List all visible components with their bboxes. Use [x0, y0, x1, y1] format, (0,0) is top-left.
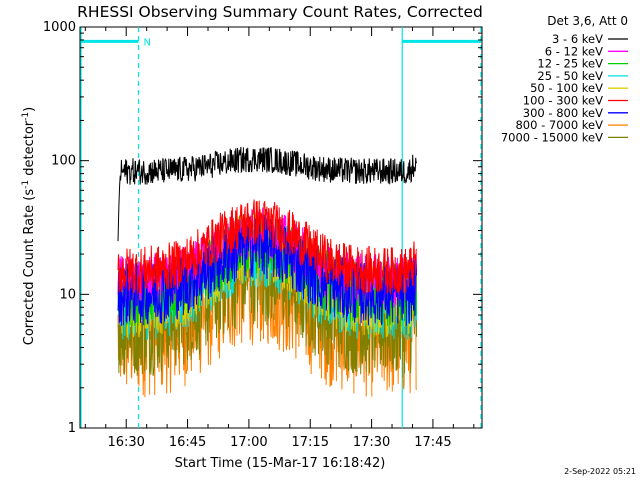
legend-entry-label: 300 - 800 keV [523, 106, 603, 120]
legend-header: Det 3,6, Att 0 [547, 14, 628, 28]
legend-entry-label: 7000 - 15000 keV [501, 130, 603, 144]
legend-entry-label: 12 - 25 keV [537, 57, 603, 71]
chart-title: RHESSI Observing Summary Count Rates, Co… [77, 3, 483, 21]
legend-entry-label: 50 - 100 keV [530, 81, 603, 95]
y-tick-label: 1 [68, 421, 76, 436]
x-tick-label: 16:45 [169, 435, 206, 450]
y-axis-label: Corrected Count Rate (s-1 detector-1) [21, 107, 37, 345]
legend-entry-label: 25 - 50 keV [537, 69, 603, 83]
y-tick-label: 10 [59, 287, 76, 302]
legend-entry-label: 800 - 7000 keV [515, 118, 603, 132]
legend-entry-label: 6 - 12 keV [545, 44, 603, 58]
plot-frame [79, 26, 483, 429]
y-tick-label: 1000 [43, 20, 76, 35]
x-tick-label: 17:45 [414, 435, 451, 450]
series-line-100-300keV [117, 199, 418, 295]
night-label: N [143, 37, 150, 48]
y-tick-label: 100 [51, 154, 76, 169]
series-layer [117, 146, 418, 398]
x-tick-label: 17:15 [292, 435, 329, 450]
x-tick-label: 16:30 [107, 435, 144, 450]
series-line-3-6keV [117, 146, 418, 242]
x-tick-label: 17:00 [230, 435, 267, 450]
x-tick-label: 17:30 [353, 435, 390, 450]
axis-layer: 1 10 100 1000 16:30 16:45 17:00 17:15 17:30 17:45 [43, 20, 482, 450]
legend-entry-label: 100 - 300 keV [523, 94, 603, 108]
x-axis-label: Start Time (15-Mar-17 16:18:42) [175, 456, 386, 471]
footer-date: 2-Sep-2022 05:21 [564, 467, 636, 476]
legend-entry-label: 3 - 6 keV [552, 32, 603, 46]
